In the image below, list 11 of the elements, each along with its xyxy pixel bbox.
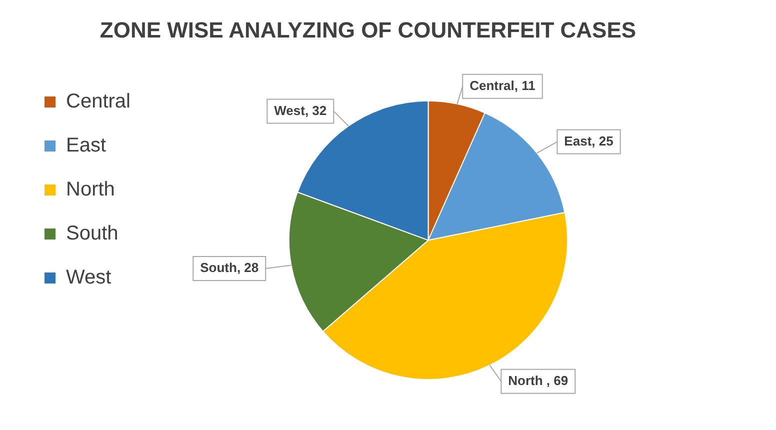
legend-label: West <box>66 266 112 289</box>
legend-label: East <box>66 134 106 157</box>
data-label: Central, 11 <box>470 78 536 93</box>
legend-label: North <box>66 178 115 201</box>
data-label: West, 32 <box>274 102 327 118</box>
data-label: North , 69 <box>508 372 568 388</box>
data-label: South, 28 <box>200 260 259 276</box>
legend-label: Central <box>66 90 130 113</box>
data-label: East, 25 <box>564 133 614 148</box>
chart-title: ZONE WISE ANALYZING OF COUNTERFEIT CASES <box>100 17 636 42</box>
legend-label: South <box>66 222 118 245</box>
